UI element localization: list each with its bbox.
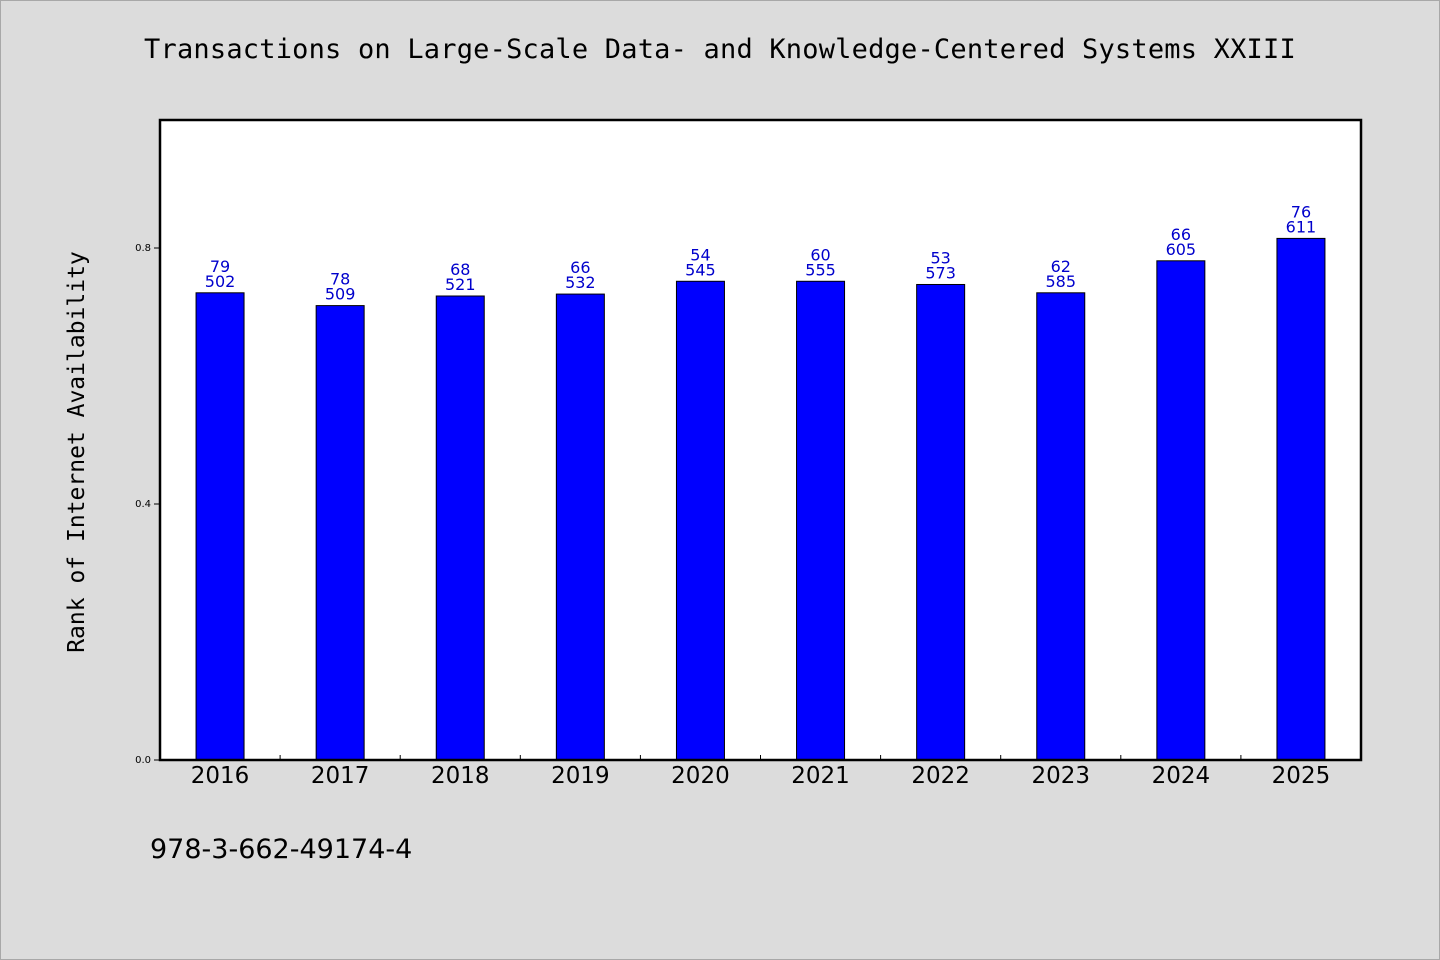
bar-2025 <box>1276 237 1326 761</box>
x-tick-label-2023: 2023 <box>1031 763 1090 789</box>
bar-label-bottom-2020: 545 <box>685 260 716 279</box>
chart-title: Transactions on Large-Scale Data- and Kn… <box>144 34 1296 65</box>
y-tick-label: 0.0 <box>135 755 151 766</box>
x-tick-label-2024: 2024 <box>1152 763 1211 789</box>
bar-label-top-2025: 76 <box>1291 202 1311 221</box>
isbn-text: 978-3-662-49174-4 <box>150 834 413 865</box>
bar-2023 <box>1036 292 1086 761</box>
bar-label-bottom-2018: 521 <box>445 275 476 294</box>
bar-label-bottom-2021: 555 <box>805 260 836 279</box>
y-tick-label: 0.4 <box>135 499 151 510</box>
bar-2021 <box>796 280 846 761</box>
bar-label-bottom-2016: 502 <box>205 272 236 291</box>
plot-border <box>158 118 1363 762</box>
bar-label-top-2018: 68 <box>450 260 470 279</box>
x-tick-label-2019: 2019 <box>551 763 610 789</box>
x-tick-label-2020: 2020 <box>671 763 730 789</box>
bar-label-bottom-2025: 611 <box>1286 217 1317 236</box>
x-tick-label-2021: 2021 <box>791 763 850 789</box>
x-tick-label-2018: 2018 <box>431 763 490 789</box>
bar-2017 <box>315 305 365 761</box>
x-tick-label-2025: 2025 <box>1272 763 1331 789</box>
x-tick-label-2017: 2017 <box>311 763 370 789</box>
bar-label-top-2023: 62 <box>1051 257 1071 276</box>
bar-label-top-2017: 78 <box>330 270 350 289</box>
bar-label-top-2022: 53 <box>930 248 950 267</box>
y-tick-label: 0.8 <box>135 243 151 254</box>
bar-2024 <box>1156 260 1206 761</box>
bar-label-bottom-2023: 585 <box>1045 272 1076 291</box>
bar-label-bottom-2022: 573 <box>925 263 956 282</box>
bar-2020 <box>675 280 725 761</box>
x-tick-label-2022: 2022 <box>911 763 970 789</box>
bar-label-bottom-2024: 605 <box>1166 240 1197 259</box>
bar-label-top-2021: 60 <box>810 245 830 264</box>
bar-2018 <box>435 295 485 761</box>
bar-label-top-2019: 66 <box>570 258 590 277</box>
bar-2019 <box>555 293 605 761</box>
bar-label-bottom-2017: 509 <box>325 285 356 304</box>
bar-2022 <box>916 283 966 761</box>
bar-2016 <box>195 292 245 761</box>
bar-label-bottom-2019: 532 <box>565 273 596 292</box>
bar-label-top-2020: 54 <box>690 245 710 264</box>
bar-label-top-2024: 66 <box>1171 225 1191 244</box>
x-tick-label-2016: 2016 <box>191 763 250 789</box>
bar-label-top-2016: 79 <box>210 257 230 276</box>
